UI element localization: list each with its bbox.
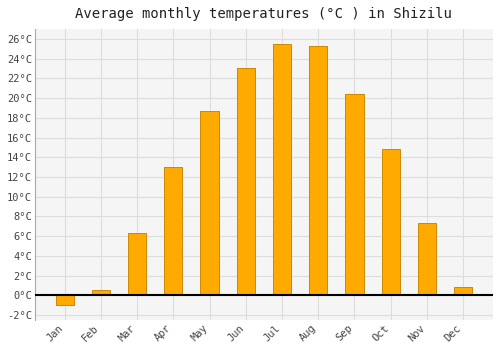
Bar	[382, 149, 400, 295]
Bar	[56, 295, 74, 305]
Bar	[164, 167, 182, 295]
Bar	[418, 223, 436, 295]
Bar	[200, 111, 218, 295]
Bar	[236, 69, 255, 295]
Title: Average monthly temperatures (°C ) in Shizilu: Average monthly temperatures (°C ) in Sh…	[76, 7, 452, 21]
Bar	[346, 94, 364, 295]
Bar	[273, 44, 291, 295]
Bar	[128, 233, 146, 295]
Bar	[454, 287, 472, 295]
Bar	[309, 46, 328, 295]
Bar	[92, 290, 110, 295]
